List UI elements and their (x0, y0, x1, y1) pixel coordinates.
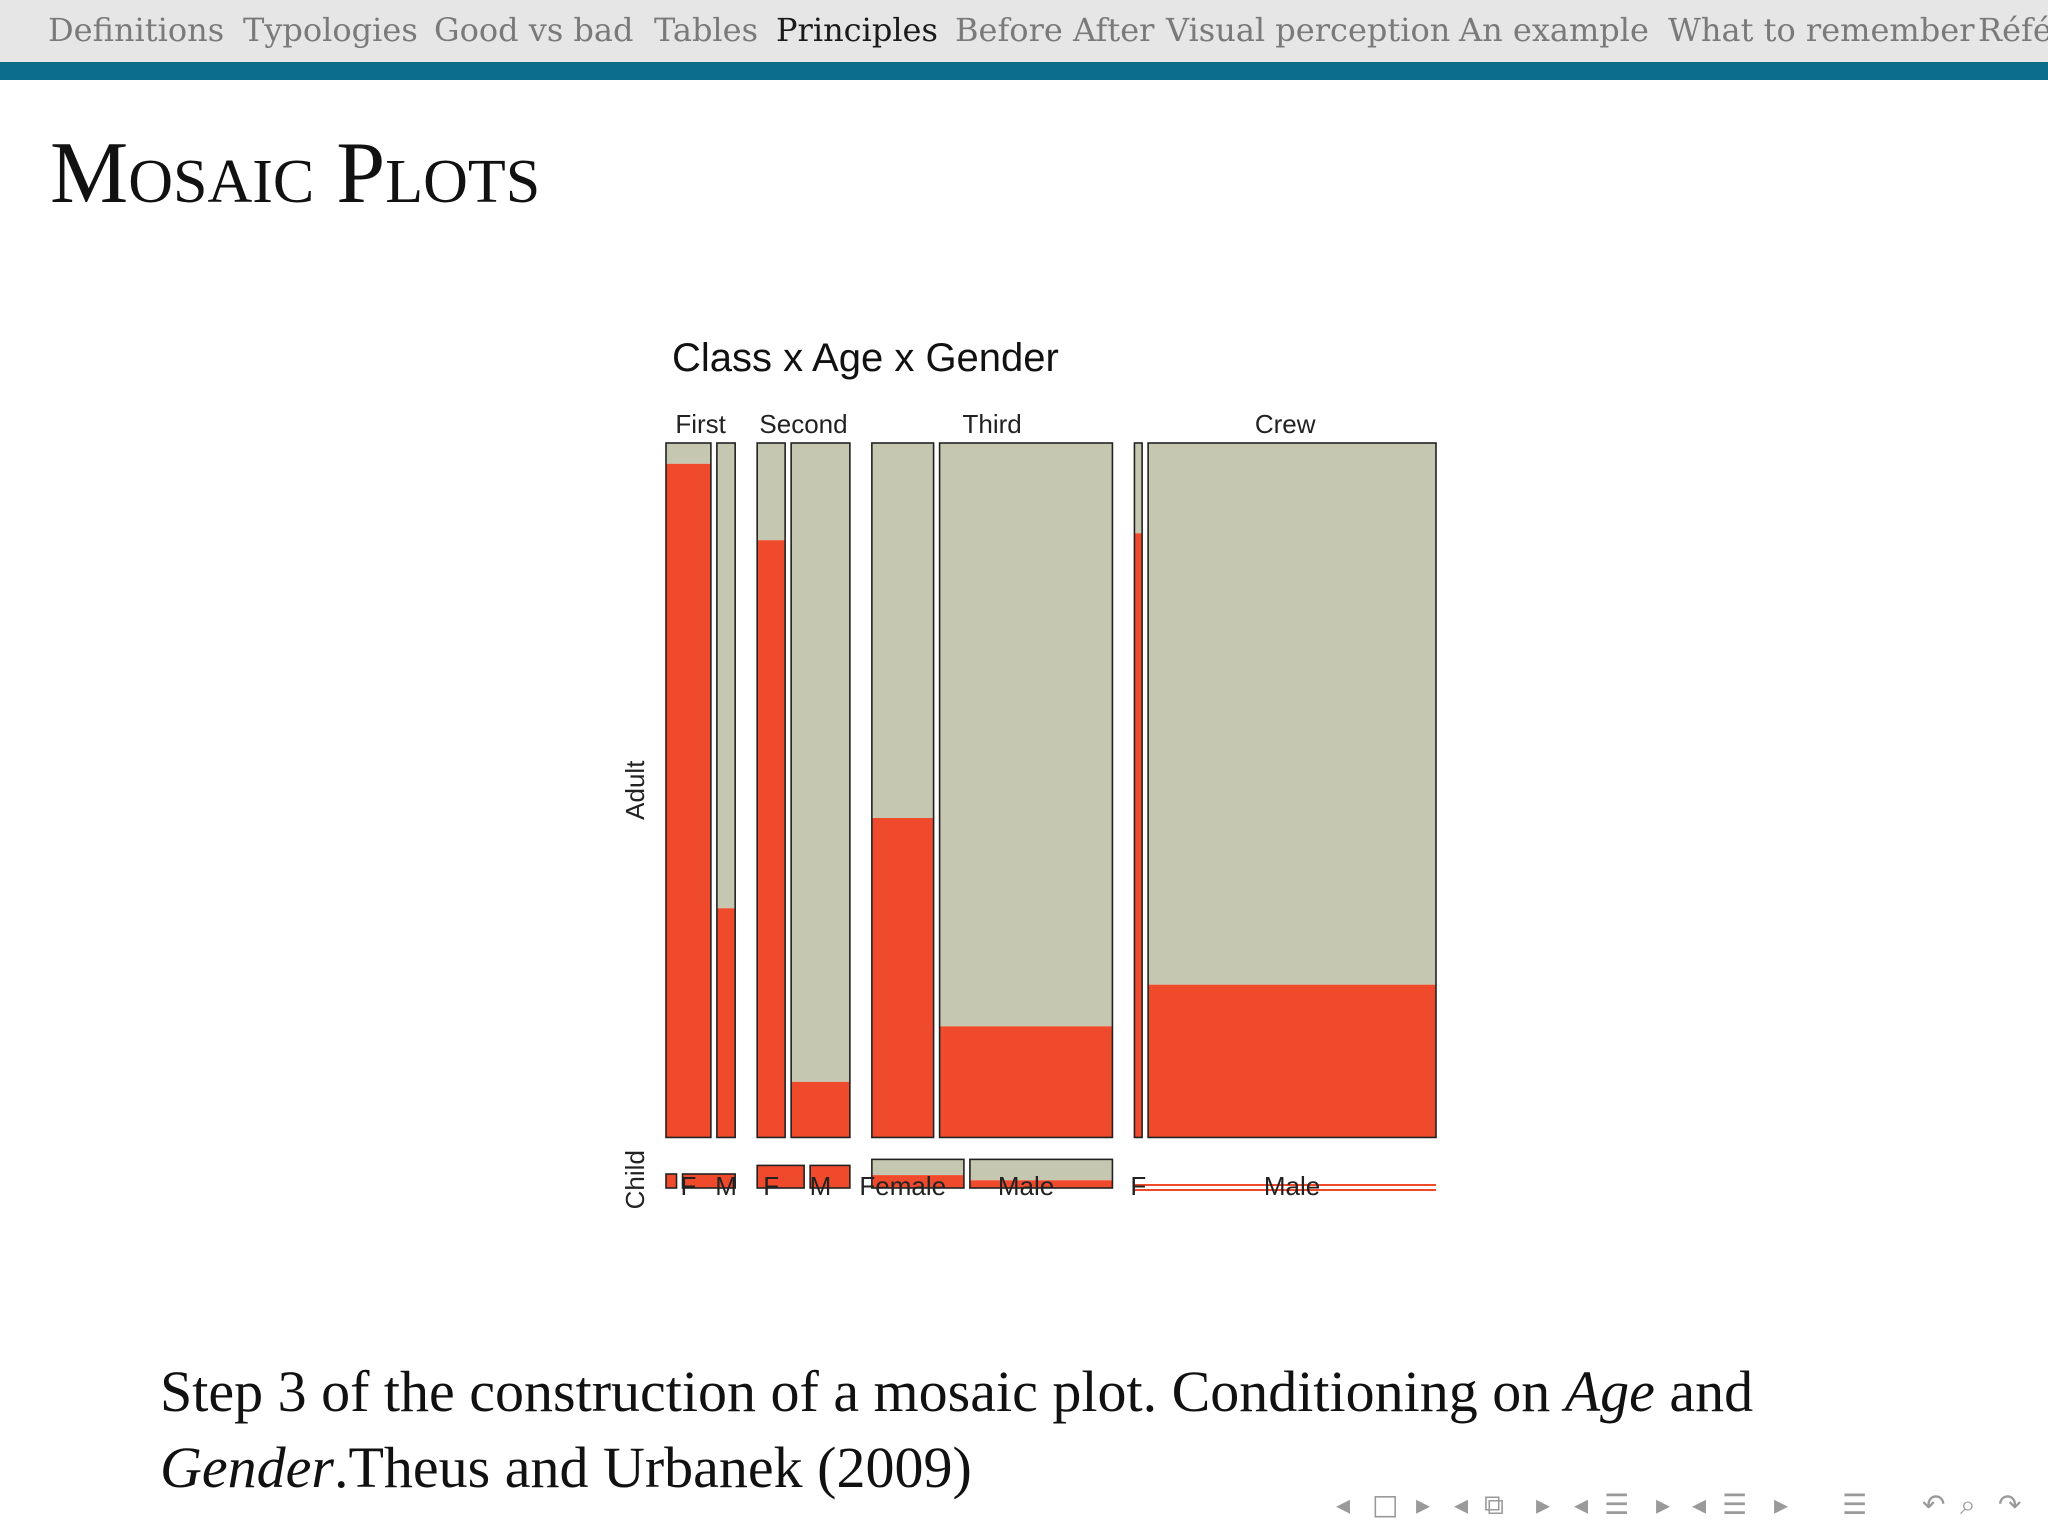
back-icon[interactable]: ↶ (1922, 1488, 1946, 1521)
crew-adult-male-outline (1147, 442, 1437, 1139)
class-label-third: Third (963, 409, 1022, 439)
age-label-child: Child (620, 1150, 650, 1209)
nav-item-what-to-remember[interactable]: What to remember (1668, 11, 1975, 49)
nav-item-visual-perception[interactable]: Visual perception (1166, 11, 1451, 49)
arrow-left-icon[interactable]: ◂ (1336, 1488, 1351, 1521)
arrow-left-icon[interactable]: ◂ (1574, 1488, 1589, 1521)
slide-title: Mosaic Plots (50, 125, 541, 222)
gender-label-crew-female: F (1130, 1171, 1146, 1201)
third-adult-male-died (939, 443, 1113, 1027)
nav-item-r-f-rences[interactable]: Références (1978, 11, 2048, 49)
third-child-male-survived (969, 1180, 1113, 1188)
third-child-male-outline (969, 1158, 1114, 1189)
toc-icon[interactable]: ☰ (1842, 1488, 1868, 1521)
third-adult-female-outline (871, 442, 935, 1139)
crew-adult-female-died (1134, 443, 1143, 534)
crew-adult-male-survived (1148, 984, 1436, 1138)
chart-title: Class x Age x Gender (672, 336, 1059, 380)
forward-icon[interactable]: ↷ (1998, 1488, 2022, 1521)
arrow-left-icon[interactable]: ◂ (1692, 1488, 1707, 1521)
arrow-right-icon[interactable]: ▸ (1656, 1488, 1671, 1521)
class-label-crew: Crew (1255, 409, 1316, 439)
second-child-female-outline (756, 1164, 805, 1189)
class-label-second: Second (759, 409, 847, 439)
frame-icon[interactable]: □ (1372, 1488, 1399, 1521)
gender-label-crew-male: Male (1264, 1171, 1320, 1201)
second-child-male-survived (810, 1165, 850, 1188)
third-child-female-died (871, 1159, 964, 1176)
third-adult-female-survived (871, 818, 934, 1138)
caption-gender: Gender (160, 1435, 334, 1500)
third-child-male-died (969, 1159, 1113, 1181)
third-child-female-outline (871, 1158, 965, 1189)
first-adult-male-survived (716, 908, 736, 1138)
second-adult-female-died (757, 443, 786, 541)
class-label-first: First (675, 409, 726, 439)
first-adult-female-survived (666, 463, 711, 1138)
first-adult-female-outline (665, 442, 712, 1139)
first-child-male-outline (681, 1173, 736, 1189)
gender-label-first-male: M (715, 1171, 737, 1201)
second-adult-female-outline (756, 442, 786, 1139)
first-adult-male-died (716, 443, 736, 909)
nav-item-an-example[interactable]: An example (1459, 11, 1649, 49)
crew-adult-female-outline (1133, 442, 1143, 1139)
nav-item-typologies[interactable]: Typologies (243, 11, 418, 49)
nav-item-before-after[interactable]: Before After (955, 11, 1155, 49)
crew-child-empty-line-1 (1134, 1184, 1436, 1186)
figure-caption: Step 3 of the construction of a mosaic p… (160, 1354, 1920, 1506)
third-adult-male-survived (939, 1026, 1113, 1138)
nav-item-principles[interactable]: Principles (776, 11, 938, 49)
chapter-icon[interactable]: ☰ (1722, 1488, 1748, 1521)
gender-label-second-male: M (810, 1171, 832, 1201)
caption-text-2: and (1654, 1359, 1754, 1424)
nav-item-definitions[interactable]: Definitions (48, 11, 225, 49)
second-adult-male-died (791, 443, 850, 1082)
third-child-female-survived (871, 1175, 964, 1188)
first-child-female-outline (665, 1173, 678, 1189)
second-child-female-survived (757, 1165, 805, 1188)
gender-label-third-male: Male (998, 1171, 1054, 1201)
gender-label-second-female: F (763, 1171, 779, 1201)
arrow-right-icon[interactable]: ▸ (1536, 1488, 1551, 1521)
age-label-adult: Adult (620, 760, 650, 820)
caption-text-3: .Theus and Urbanek (2009) (333, 1435, 972, 1500)
third-adult-male-outline (938, 442, 1114, 1139)
first-adult-male-outline (716, 442, 736, 1139)
caption-text-1: Step 3 of the construction of a mosaic p… (160, 1359, 1565, 1424)
crew-adult-male-died (1148, 443, 1436, 985)
crew-child-empty-line-2 (1134, 1189, 1436, 1191)
arrow-left-icon[interactable]: ◂ (1454, 1488, 1469, 1521)
second-adult-male-survived (791, 1081, 850, 1138)
second-child-male-outline (809, 1164, 851, 1189)
second-adult-female-survived (757, 540, 786, 1138)
arrow-right-icon[interactable]: ▸ (1416, 1488, 1431, 1521)
third-adult-female-died (871, 443, 934, 819)
nav-item-tables[interactable]: Tables (654, 11, 759, 49)
arrow-right-icon[interactable]: ▸ (1774, 1488, 1789, 1521)
beamer-navigation-controls: ◂ □ ▸ ◂ ⧉ ▸ ◂ ☰ ▸ ◂ ☰ ▸ ☰ ↶ ⌕ ↷ (1336, 1488, 2048, 1528)
section-icon[interactable]: ☰ (1604, 1488, 1630, 1521)
gender-label-first-female: F (681, 1171, 697, 1201)
subsection-icon[interactable]: ⧉ (1484, 1488, 1504, 1521)
first-child-female-survived (666, 1174, 677, 1188)
nav-item-good-vs-bad[interactable]: Good vs bad (434, 11, 634, 49)
first-child-male-survived (682, 1174, 736, 1188)
mosaic-chart: Class x Age x Gender First F M Second F M Third… (620, 330, 1460, 1220)
caption-age: Age (1564, 1359, 1655, 1424)
gender-label-third-female: Female (859, 1171, 946, 1201)
second-adult-male-outline (790, 442, 851, 1139)
navbar-divider (0, 62, 2048, 80)
top-navigation-bar: Definitions Typologies Good vs bad Tables Pr… (0, 0, 2048, 62)
first-adult-female-died (666, 443, 711, 464)
crew-adult-female-survived (1134, 533, 1143, 1138)
search-icon[interactable]: ⌕ (1960, 1488, 1976, 1521)
